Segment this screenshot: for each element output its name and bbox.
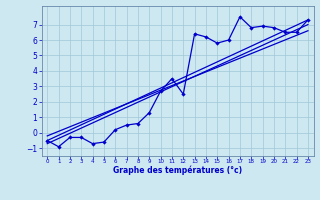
X-axis label: Graphe des températures (°c): Graphe des températures (°c) [113,166,242,175]
